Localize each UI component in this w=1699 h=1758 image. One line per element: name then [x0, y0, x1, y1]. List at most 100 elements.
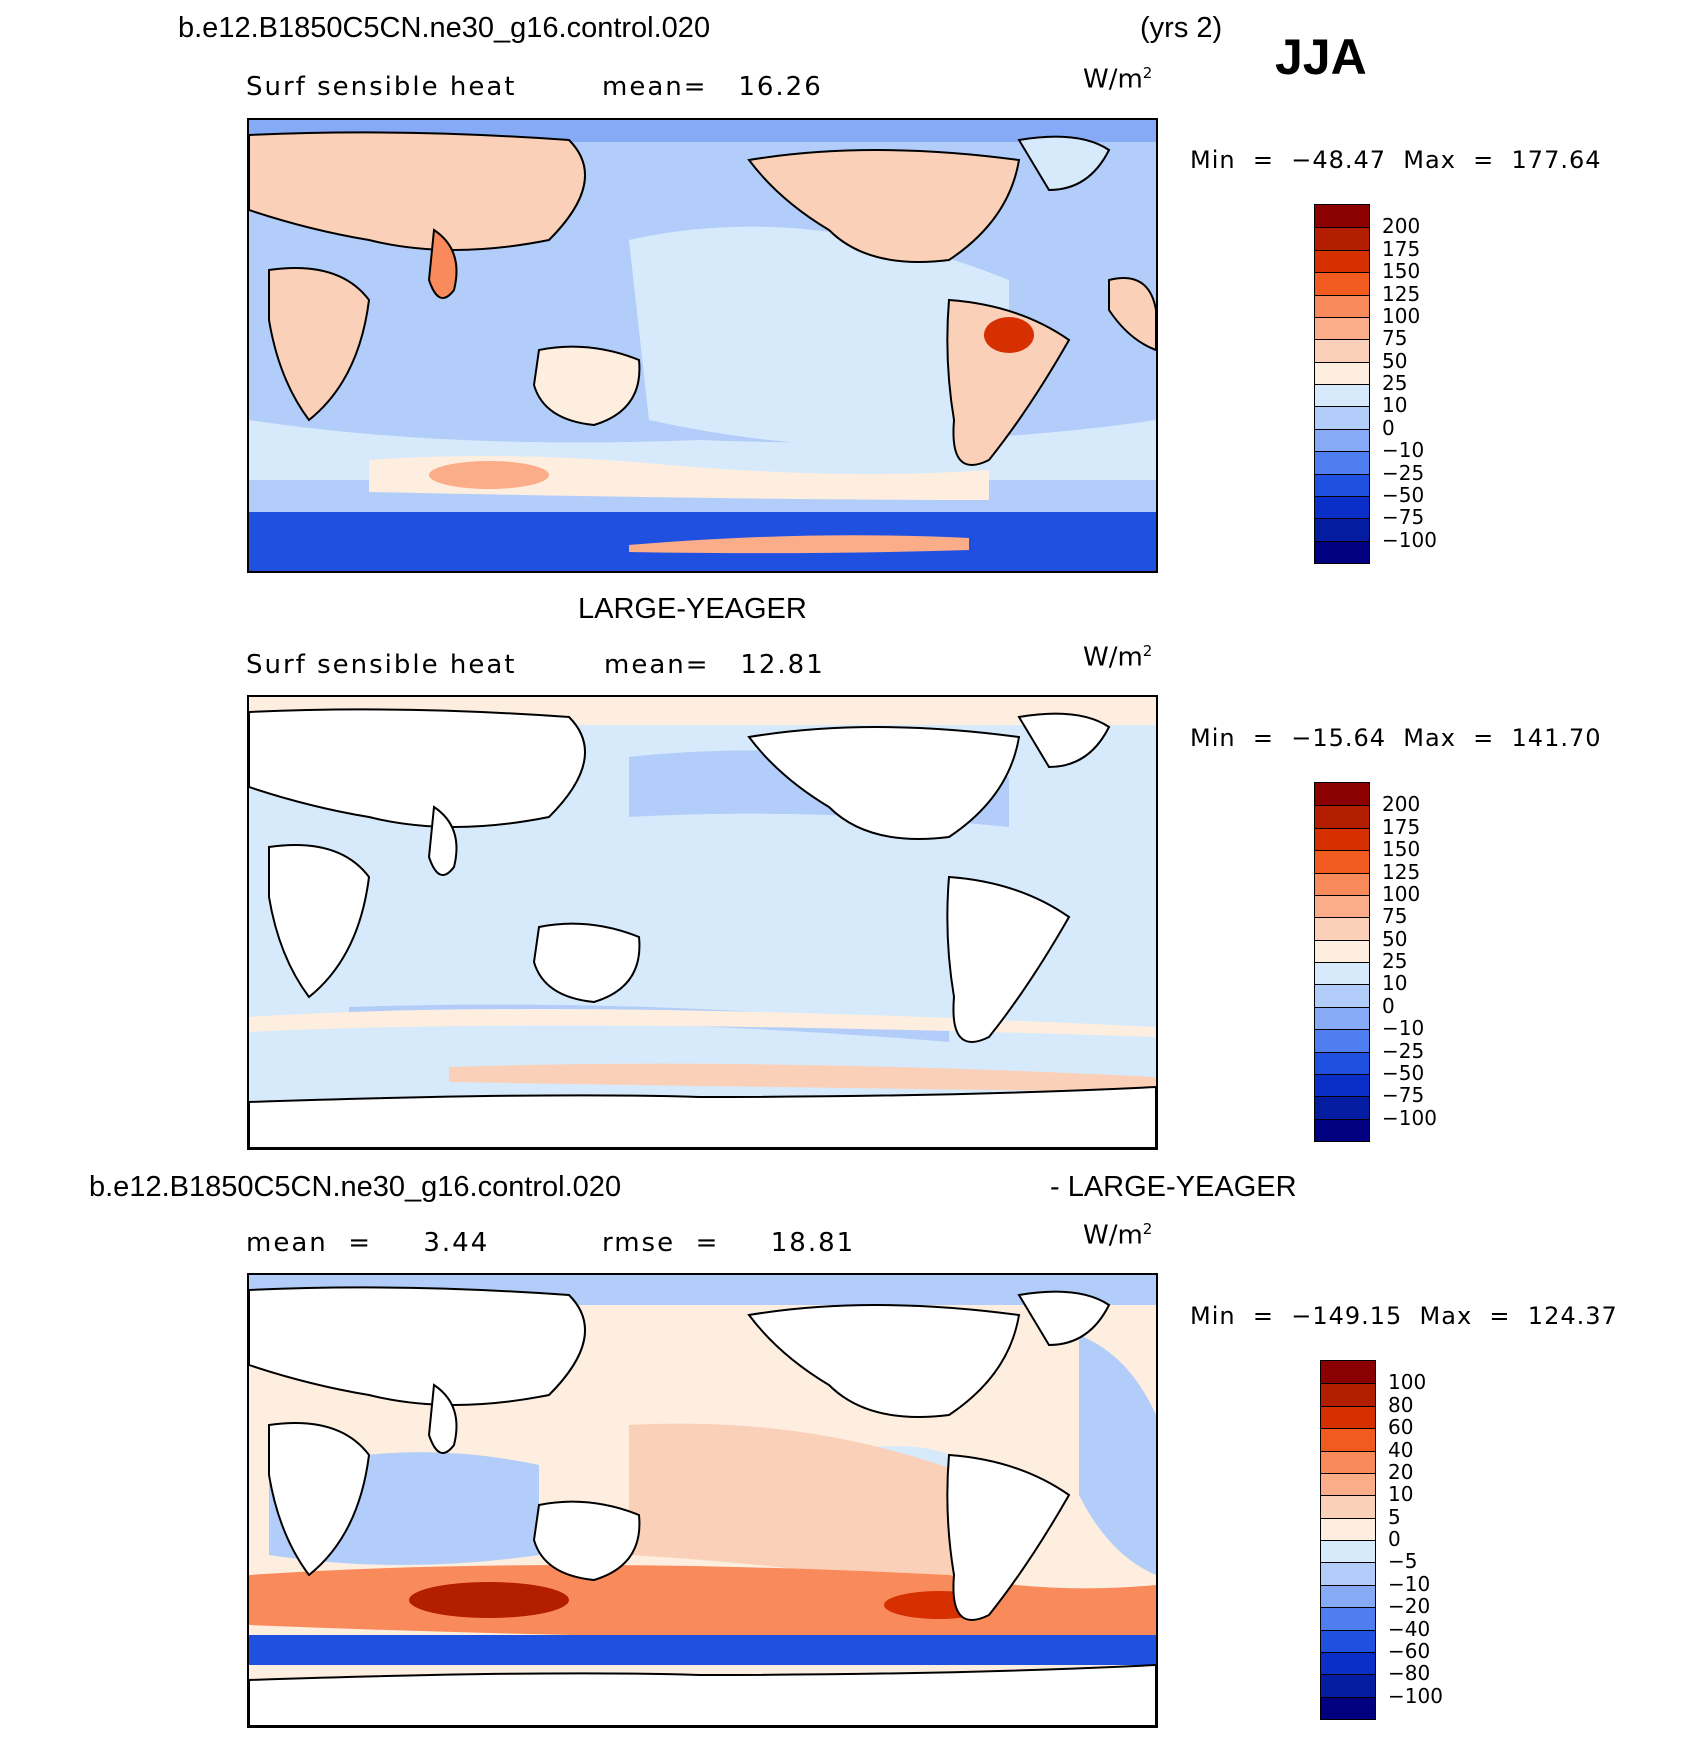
p3-antarctica [249, 1663, 1156, 1726]
p1-amazon-max [984, 317, 1034, 353]
panel2-colorbar-cell [1315, 1006, 1369, 1030]
panel2-colorbar-cell [1315, 962, 1369, 985]
p1-africa [268, 267, 371, 422]
p1-north-america [747, 149, 1021, 263]
panel1-colorbar-label: 75 [1382, 326, 1408, 351]
p1-india [427, 228, 458, 299]
panel1-colorbar-label: −75 [1382, 505, 1425, 530]
panel1-colorbar-cell [1315, 294, 1369, 317]
panel1-colorbar-cell [1315, 249, 1369, 273]
panel3-colorbar-cell [1321, 1472, 1375, 1496]
season-label: JJA [1275, 29, 1367, 85]
panel2-colorbar-cell [1315, 894, 1369, 918]
panel2-colorbar-label: 175 [1382, 814, 1421, 839]
p3-atlantic [1079, 1335, 1156, 1575]
panel2-map-svg [249, 697, 1156, 1148]
panel2-colorbar-label: −25 [1382, 1038, 1425, 1063]
panel2-colorbar-cell [1315, 1073, 1369, 1097]
panel2-colorbar-cell [1315, 1029, 1369, 1052]
panel2-colorbar-cell [1315, 805, 1369, 828]
panel3-colorbar-cell [1321, 1584, 1375, 1608]
panel2-colorbar-labels: 200 175 150 125 100 75 50 25 10 0 −10 −25 −50 −75 −100 [1382, 782, 1462, 1142]
panel1-map-svg [249, 120, 1156, 571]
panel1-colorbar-label: 175 [1382, 236, 1421, 261]
panel3-map-svg [249, 1275, 1156, 1726]
panel3-colorbar-cell [1321, 1361, 1375, 1384]
panel3-colorbar-cell [1321, 1651, 1375, 1675]
p2-south-band3 [449, 1063, 1156, 1092]
panel2-colorbar-label: 25 [1382, 949, 1408, 973]
panel2-units-exp: 2 [1142, 642, 1153, 660]
panel2-colorbar-label: 200 [1382, 792, 1421, 817]
panel1-colorbar [1314, 204, 1370, 564]
panel2-colorbar-cell [1315, 939, 1369, 962]
p2-africa [268, 844, 371, 999]
panel3-colorbar-label: 10 [1388, 1482, 1414, 1507]
panel1-colorbar-labels: 200 175 150 125 100 75 50 25 10 0 −10 −25 −50 −75 −100 [1382, 204, 1462, 564]
panel1-colorbar-label: 100 [1382, 303, 1421, 328]
case-title: b.e12.B1850C5CN.ne30_g16.control.020 [178, 12, 711, 44]
panel3-units-base: W/m [1083, 1220, 1143, 1251]
panel3-colorbar-cell [1321, 1450, 1375, 1473]
panel2-colorbar-label: −75 [1382, 1083, 1425, 1108]
p1-australia [532, 345, 641, 427]
panel2-colorbar-cell [1315, 827, 1369, 851]
p2-eurasia [249, 708, 586, 828]
panel1-colorbar-cell [1315, 473, 1369, 496]
p3-north-america [747, 1304, 1021, 1418]
panel3-colorbar-label: 40 [1388, 1437, 1414, 1462]
panel2-units: W/m2 [1083, 642, 1152, 673]
panel3-colorbar-label: −100 [1388, 1683, 1443, 1708]
panel3-rmse: rmse = 18.81 [602, 1228, 856, 1258]
panel1-colorbar-cell [1315, 361, 1369, 384]
panel2-colorbar-label: 150 [1382, 837, 1421, 862]
panel1-units-base: W/m [1083, 64, 1143, 95]
panel2-colorbar-label: 10 [1382, 971, 1408, 996]
panel2-colorbar-cell [1315, 1118, 1369, 1141]
panel1-colorbar-cell [1315, 518, 1369, 541]
panel1-colorbar-cell [1315, 406, 1369, 429]
panel2-colorbar-label: 75 [1382, 904, 1408, 929]
panel1-colorbar-label: 125 [1382, 281, 1421, 306]
panel3-colorbar-cell [1321, 1405, 1375, 1429]
panel3-mean: mean = 3.44 [246, 1228, 490, 1258]
p2-greenland [1017, 712, 1111, 769]
panel1-colorbar-cell [1315, 316, 1369, 340]
p1-south-america [946, 298, 1071, 466]
p3-south-america [946, 1453, 1071, 1621]
panel3-colorbar-cell [1321, 1562, 1375, 1585]
panel1-colorbar-label: 200 [1382, 214, 1421, 239]
panel3-map [247, 1273, 1158, 1728]
panel1-units: W/m2 [1083, 64, 1152, 95]
panel3-colorbar-label: −10 [1388, 1571, 1431, 1596]
p3-antarctic-band [249, 1635, 1156, 1665]
panel1-colorbar-cell [1315, 384, 1369, 407]
p2-australia [532, 922, 641, 1004]
panel3-colorbar-cell [1321, 1629, 1375, 1652]
panel2-colorbar-cell [1315, 984, 1369, 1007]
panel3-title-left: b.e12.B1850C5CN.ne30_g16.control.020 [89, 1171, 622, 1203]
panel1-colorbar-label: 10 [1382, 393, 1408, 418]
panel1-colorbar-label: 25 [1382, 371, 1408, 395]
p3-australia [532, 1500, 641, 1582]
panel2-minmax: Min = −15.64 Max = 141.70 [1190, 724, 1602, 752]
panel2-colorbar-cell [1315, 917, 1369, 940]
panel2-colorbar-label: −50 [1382, 1060, 1425, 1085]
p2-north-america [747, 726, 1021, 840]
panel3-colorbar [1320, 1360, 1376, 1720]
p3-africa [268, 1422, 371, 1577]
panel3-units: W/m2 [1083, 1220, 1152, 1251]
p3-eurasia [249, 1286, 586, 1406]
panel3-title-right: - LARGE-YEAGER [1050, 1171, 1297, 1203]
p1-pacific-light [629, 226, 1009, 447]
panel3-units-exp: 2 [1142, 1220, 1153, 1238]
p1-eurasia [249, 131, 586, 251]
panel2-mean: mean= 12.81 [604, 650, 825, 680]
panel1-colorbar-label: −100 [1382, 527, 1437, 552]
panel2-units-base: W/m [1083, 642, 1143, 673]
panel2-colorbar-cell [1315, 850, 1369, 873]
panel3-colorbar-label: 20 [1388, 1459, 1414, 1484]
p1-antarctic-coast [629, 535, 969, 554]
panel1-colorbar-label: 50 [1382, 348, 1408, 373]
p3-india [427, 1383, 458, 1454]
